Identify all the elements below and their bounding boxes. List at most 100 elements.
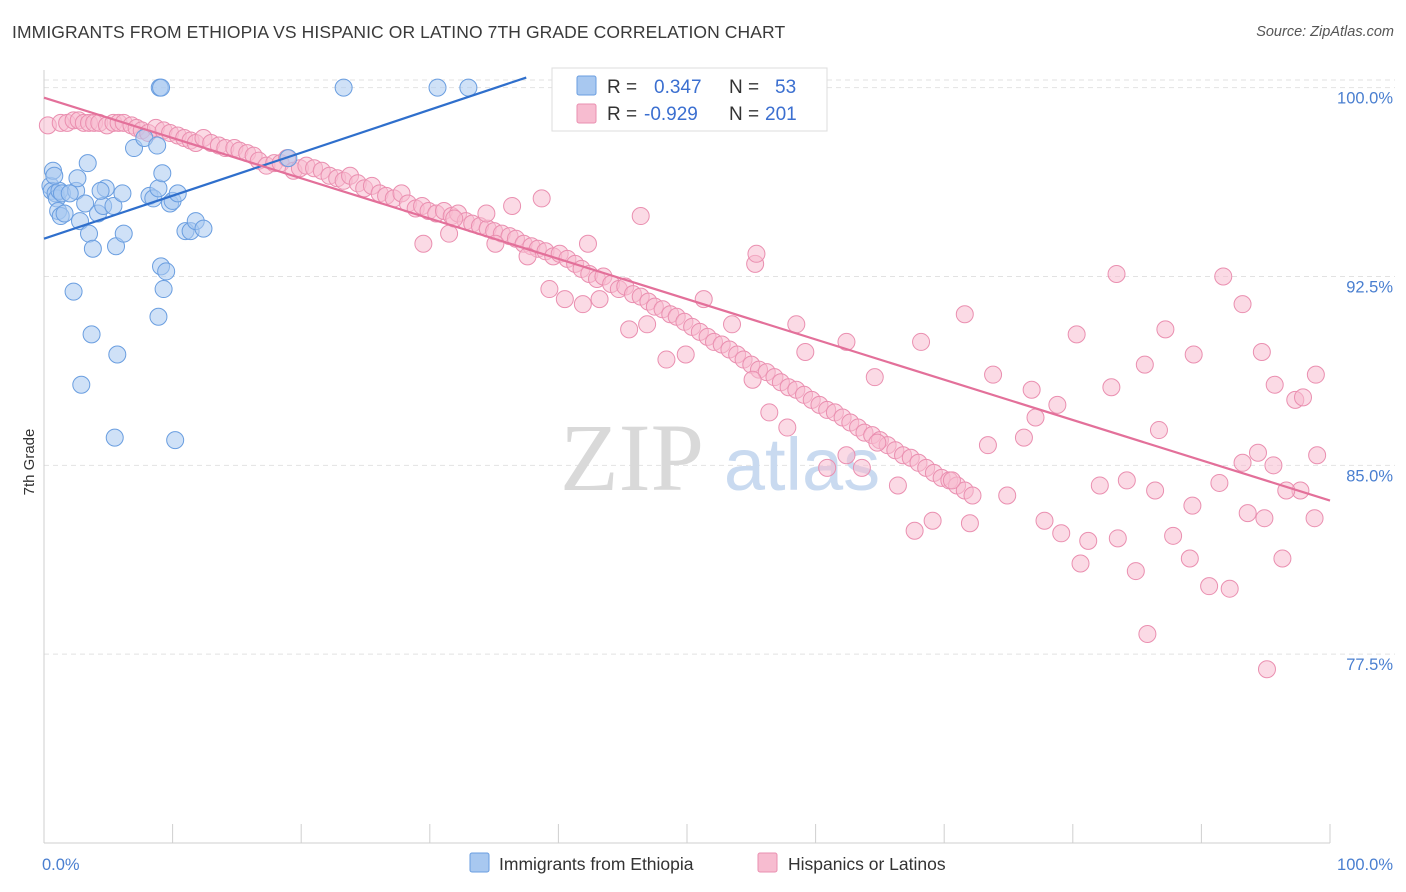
- hispanic-point-153: [905, 521, 924, 540]
- hispanic-point-171: [1238, 504, 1257, 523]
- ethiopia-point-56: [459, 78, 478, 97]
- hispanic-point-173: [1273, 549, 1292, 568]
- hispanic-point-131: [440, 224, 459, 243]
- hispanic-points: [38, 111, 1327, 679]
- hispanic-point-183: [1067, 325, 1086, 344]
- hispanic-point-172: [1255, 509, 1274, 528]
- hispanic-point-175: [1305, 509, 1324, 528]
- hispanic-point-134: [540, 280, 559, 299]
- legend-swatch-pink: [576, 103, 597, 124]
- hispanic-trend-line: [43, 96, 1331, 502]
- hispanic-point-179: [955, 305, 974, 324]
- ethiopia-trend-line: [43, 76, 527, 240]
- y-tick-label-0: 77.5%: [1346, 656, 1393, 674]
- hispanic-point-140: [657, 350, 676, 369]
- hispanic-point-162: [1071, 554, 1090, 573]
- hispanic-point-158: [998, 486, 1017, 505]
- hispanic-point-129: [963, 486, 982, 505]
- x-tick-label-1: 100.0%: [1337, 856, 1393, 874]
- hispanic-point-177: [837, 332, 856, 351]
- source-label: Source: ZipAtlas.com: [1256, 24, 1394, 40]
- hispanic-point-176: [1308, 446, 1327, 465]
- hispanic-point-168: [1180, 549, 1199, 568]
- hispanic-point-157: [978, 436, 997, 455]
- hispanic-point-155: [942, 471, 961, 490]
- ethiopia-point-24: [113, 184, 132, 203]
- legend-r-value-1: 0.347: [654, 77, 702, 98]
- legend-n-value-2: 201: [765, 104, 797, 125]
- hispanic-point-152: [888, 476, 907, 495]
- hispanic-point-203: [503, 196, 522, 215]
- hispanic-point-189: [1233, 295, 1252, 314]
- hispanic-point-210: [1233, 453, 1252, 472]
- hispanic-point-186: [1156, 320, 1175, 339]
- stats-legend: R = 0.347 N = 53 R = -0.929 N = 201: [551, 67, 828, 132]
- bottom-legend-label-1: Immigrants from Ethiopia: [499, 854, 694, 874]
- ethiopia-point-46: [82, 325, 101, 344]
- hispanic-point-147: [796, 343, 815, 362]
- y-tick-label-3: 100.0%: [1337, 90, 1393, 108]
- ethiopia-point-11: [68, 169, 87, 188]
- series-legend: Immigrants from Ethiopia Hispanics or La…: [469, 852, 946, 874]
- ethiopia-point-45: [64, 282, 83, 301]
- hispanic-point-211: [1248, 443, 1267, 462]
- hispanic-point-215: [1149, 421, 1168, 440]
- ethiopia-point-44: [149, 307, 168, 326]
- hispanic-point-161: [1052, 524, 1071, 543]
- legend-swatch-blue: [576, 75, 597, 96]
- hispanic-point-154: [923, 511, 942, 530]
- ethiopia-point-55: [428, 78, 447, 97]
- hispanic-point-160: [1035, 511, 1054, 530]
- hispanic-point-149: [837, 446, 856, 465]
- hispanic-point-146: [778, 418, 797, 437]
- y-axis-label: 7th Grade: [21, 429, 38, 496]
- ethiopia-point-18: [83, 239, 102, 258]
- hispanic-point-169: [1200, 577, 1219, 596]
- ethiopia-point-16: [76, 194, 95, 213]
- gridlines: [44, 79, 1395, 655]
- hispanic-point-144: [743, 370, 762, 389]
- hispanic-point-209: [1210, 473, 1229, 492]
- y-tick-label-2: 92.5%: [1346, 278, 1393, 296]
- hispanic-point-143: [723, 315, 742, 334]
- axes: [43, 70, 1331, 844]
- hispanic-point-170: [1220, 579, 1239, 598]
- hispanic-point-138: [620, 320, 639, 339]
- hispanic-point-163: [1090, 476, 1109, 495]
- hispanic-point-156: [960, 514, 979, 533]
- ethiopia-point-33: [153, 164, 172, 183]
- hispanic-point-181: [1022, 380, 1041, 399]
- tick-labels: 77.5% 85.0% 92.5% 100.0% 0.0% 100.0%: [42, 90, 1393, 874]
- hispanic-point-167: [1164, 526, 1183, 545]
- bottom-legend-swatch-pink: [757, 852, 778, 873]
- hispanic-point-159: [1014, 428, 1033, 447]
- ethiopia-point-54: [334, 78, 353, 97]
- ethiopia-point-47: [108, 345, 127, 364]
- hispanic-point-190: [1252, 343, 1271, 362]
- hispanic-point-193: [1306, 365, 1325, 384]
- hispanic-point-141: [676, 345, 695, 364]
- hispanic-point-214: [1293, 388, 1312, 407]
- bottom-legend-label-2: Hispanics or Latinos: [788, 854, 946, 874]
- legend-r-label-1: R =: [607, 77, 637, 98]
- hispanic-point-194: [1107, 264, 1126, 283]
- hispanic-point-199: [578, 234, 597, 253]
- hispanic-point-135: [555, 290, 574, 309]
- ethiopia-point-14: [60, 184, 79, 203]
- hispanic-point-216: [1257, 660, 1276, 679]
- hispanic-point-212: [1264, 456, 1283, 475]
- hispanic-point-145: [760, 403, 779, 422]
- hispanic-point-166: [1146, 481, 1165, 500]
- ethiopia-point-53: [152, 78, 171, 97]
- legend-r-label-2: R =: [607, 104, 637, 125]
- hispanic-point-151: [868, 433, 887, 452]
- legend-r-value-2: -0.929: [644, 104, 698, 125]
- hispanic-point-133: [518, 247, 537, 266]
- hispanic-point-202: [532, 189, 551, 208]
- ethiopia-point-42: [154, 280, 173, 299]
- hispanic-point-187: [1184, 345, 1203, 364]
- hispanic-point-165: [1126, 562, 1145, 581]
- legend-n-label-1: N =: [729, 77, 759, 98]
- hispanic-point-136: [573, 295, 592, 314]
